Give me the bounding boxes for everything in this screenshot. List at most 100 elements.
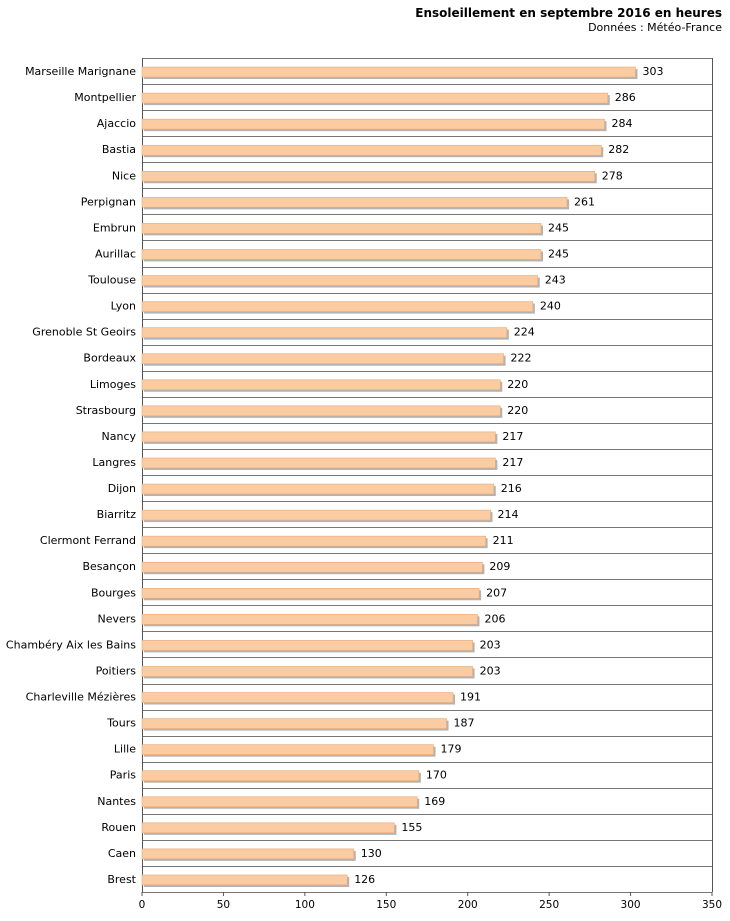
value-label: 211 <box>493 534 514 547</box>
category-label: Toulouse <box>87 274 136 287</box>
category-label: Besançon <box>82 560 136 573</box>
category-label: Aurillac <box>95 247 136 260</box>
category-label: Brest <box>107 873 136 886</box>
x-tick-label: 250 <box>539 899 559 911</box>
bar <box>141 874 348 886</box>
chart-subtitle: Données : Météo-France <box>588 21 722 34</box>
category-label: Nevers <box>97 612 136 625</box>
bar <box>141 692 454 703</box>
value-label: 179 <box>441 743 462 756</box>
value-label: 261 <box>574 195 595 208</box>
bar <box>141 144 602 156</box>
category-label: Lyon <box>111 300 136 313</box>
category-label: Rouen <box>101 821 136 834</box>
bar <box>141 275 539 286</box>
bar <box>141 170 596 182</box>
bar <box>141 640 473 651</box>
category-label: Bordeaux <box>83 352 136 365</box>
bar <box>141 666 473 677</box>
bar <box>141 249 542 260</box>
category-label: Embrun <box>93 221 136 234</box>
x-tick-label: 350 <box>702 899 722 911</box>
bar <box>141 561 483 573</box>
value-label: 216 <box>501 482 522 495</box>
category-label: Paris <box>110 769 136 782</box>
bar <box>141 379 501 391</box>
bar <box>141 770 420 782</box>
bar <box>141 796 418 808</box>
bar <box>141 483 495 495</box>
value-label: 169 <box>424 795 445 808</box>
value-label: 282 <box>608 143 629 156</box>
category-label: Ajaccio <box>97 117 136 130</box>
x-tick-label: 50 <box>217 899 230 911</box>
bar <box>141 405 501 417</box>
category-label: Dijon <box>108 482 136 495</box>
category-label: Nantes <box>97 795 136 808</box>
value-label: 220 <box>507 378 528 391</box>
value-label: 245 <box>548 247 569 260</box>
chart-title: Ensoleillement en septembre 2016 en heur… <box>415 6 722 20</box>
value-label: 245 <box>548 221 569 234</box>
bar <box>141 848 355 860</box>
value-label: 220 <box>507 404 528 417</box>
category-label: Caen <box>108 847 136 860</box>
value-label: 155 <box>401 821 422 834</box>
value-label: 126 <box>354 873 375 886</box>
value-label: 191 <box>460 691 481 704</box>
bar <box>141 718 447 729</box>
value-label: 206 <box>484 612 505 625</box>
value-label: 286 <box>615 91 636 104</box>
value-label: 187 <box>454 717 475 730</box>
category-label: Bourges <box>91 586 136 599</box>
category-label: Charleville Mézières <box>26 691 137 704</box>
x-tick-label: 0 <box>139 899 146 911</box>
x-tick-label: 150 <box>376 899 396 911</box>
category-label: Lille <box>114 743 136 756</box>
bar <box>141 66 636 78</box>
value-label: 284 <box>612 117 633 130</box>
category-label: Marseille Marignane <box>25 65 136 78</box>
value-label: 209 <box>489 560 510 573</box>
bar <box>141 431 496 443</box>
value-label: 303 <box>642 65 663 78</box>
category-label: Biarritz <box>97 508 137 521</box>
value-label: 207 <box>486 586 507 599</box>
category-label: Nice <box>112 169 136 182</box>
category-label: Limoges <box>90 378 136 391</box>
value-label: 203 <box>480 638 501 651</box>
value-label: 240 <box>540 300 561 313</box>
value-label: 217 <box>502 456 523 469</box>
category-label: Strasbourg <box>76 404 136 417</box>
category-label: Montpellier <box>74 91 136 104</box>
category-label: Langres <box>92 456 136 469</box>
bar <box>141 353 504 365</box>
bar <box>141 223 542 234</box>
x-tick-label: 300 <box>621 899 641 911</box>
value-label: 130 <box>361 847 382 860</box>
category-label: Tours <box>106 717 136 730</box>
value-label: 278 <box>602 169 623 182</box>
category-label: Chambéry Aix les Bains <box>6 638 136 651</box>
bar <box>141 509 491 521</box>
value-label: 243 <box>545 274 566 287</box>
bar <box>141 587 480 599</box>
bar <box>141 614 478 625</box>
value-label: 170 <box>426 769 447 782</box>
value-label: 214 <box>498 508 519 521</box>
x-tick-label: 100 <box>295 899 315 911</box>
value-label: 203 <box>480 664 501 677</box>
value-label: 224 <box>514 326 535 339</box>
bar <box>141 327 508 338</box>
category-label: Grenoble St Geoirs <box>32 326 136 339</box>
bar <box>141 197 568 208</box>
category-label: Poitiers <box>96 664 137 677</box>
value-label: 217 <box>502 430 523 443</box>
bar <box>141 457 496 469</box>
bar <box>141 92 609 104</box>
category-label: Clermont Ferrand <box>40 534 136 547</box>
x-tick-label: 200 <box>458 899 478 911</box>
bar <box>141 744 434 755</box>
bar <box>141 118 605 130</box>
